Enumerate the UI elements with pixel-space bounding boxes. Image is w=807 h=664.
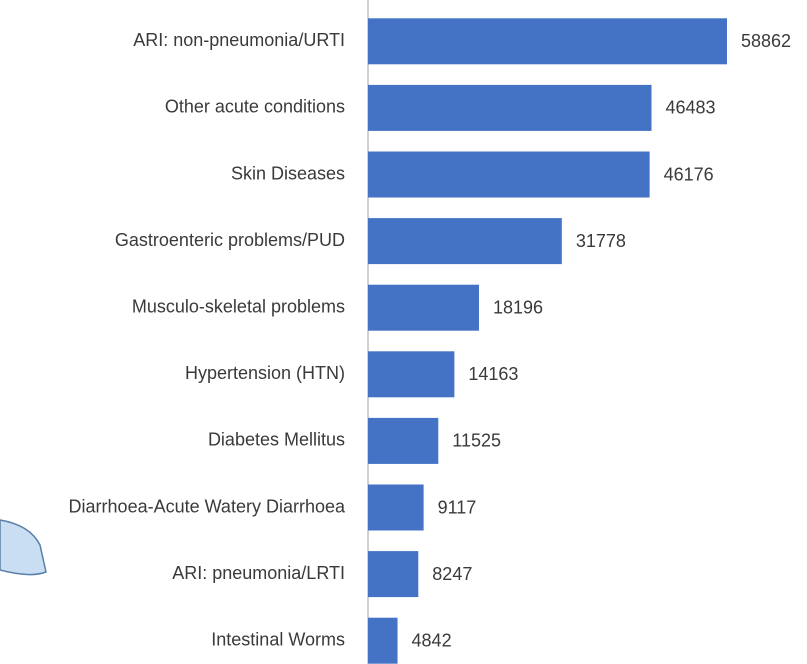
decoration [0, 519, 47, 576]
bar [368, 484, 424, 531]
category-label: Gastroenteric problems/PUD [115, 230, 345, 250]
value-label: 46176 [664, 164, 714, 184]
category-label: ARI: non-pneumonia/URTI [133, 30, 345, 50]
category-label: Skin Diseases [231, 163, 345, 183]
value-label: 4842 [412, 630, 452, 650]
bar [368, 284, 479, 331]
value-label: 18196 [493, 297, 543, 317]
value-label: 58862 [741, 31, 791, 51]
bar [368, 351, 455, 398]
category-label: Diarrhoea-Acute Watery Diarrhoea [69, 496, 346, 516]
bar [368, 218, 562, 265]
value-label: 9117 [438, 497, 477, 517]
category-label: Intestinal Worms [211, 629, 345, 649]
bar [368, 18, 727, 65]
category-label: Musculo-skeletal problems [132, 296, 345, 316]
value-label: 46483 [666, 98, 716, 118]
value-label: 11525 [452, 431, 501, 451]
value-label: 14163 [468, 364, 518, 384]
bar [368, 84, 652, 131]
category-label: Hypertension (HTN) [185, 363, 345, 383]
category-label: Diabetes Mellitus [208, 430, 345, 450]
value-label: 8247 [432, 564, 472, 584]
bar [368, 617, 398, 664]
bar [368, 551, 419, 598]
category-label: Other acute conditions [165, 97, 345, 117]
category-label: ARI: pneumonia/LRTI [172, 563, 345, 583]
value-label: 31778 [576, 231, 626, 251]
bar [368, 151, 650, 198]
bar [368, 417, 439, 464]
